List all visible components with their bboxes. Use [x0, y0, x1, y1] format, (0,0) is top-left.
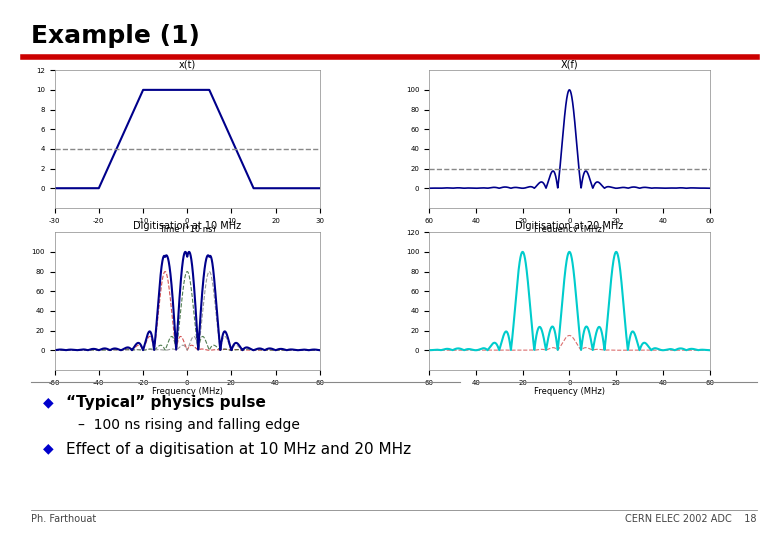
- Text: CERN ELEC 2002 ADC    18: CERN ELEC 2002 ADC 18: [625, 514, 757, 524]
- Title: x(t): x(t): [179, 59, 196, 70]
- Title: Digitisation at 10 MHz: Digitisation at 10 MHz: [133, 221, 241, 232]
- Title: X(f): X(f): [561, 59, 578, 70]
- X-axis label: Frequency (MHz): Frequency (MHz): [151, 387, 223, 396]
- Text: –  100 ns rising and falling edge: – 100 ns rising and falling edge: [78, 418, 300, 433]
- Text: Ph. Farthouat: Ph. Farthouat: [31, 514, 97, 524]
- Text: ◆: ◆: [43, 442, 54, 456]
- X-axis label: Time (*10 ns): Time (*10 ns): [159, 225, 215, 234]
- Text: ◆: ◆: [43, 395, 54, 409]
- X-axis label: Frequency (MHz): Frequency (MHz): [534, 387, 605, 396]
- Text: Effect of a digitisation at 10 MHz and 20 MHz: Effect of a digitisation at 10 MHz and 2…: [66, 442, 411, 457]
- Title: Digitisation at 20 MHz: Digitisation at 20 MHz: [516, 221, 623, 232]
- Text: Example (1): Example (1): [31, 24, 200, 48]
- X-axis label: Frequency (MHz): Frequency (MHz): [534, 225, 605, 234]
- Text: “Typical” physics pulse: “Typical” physics pulse: [66, 395, 266, 410]
